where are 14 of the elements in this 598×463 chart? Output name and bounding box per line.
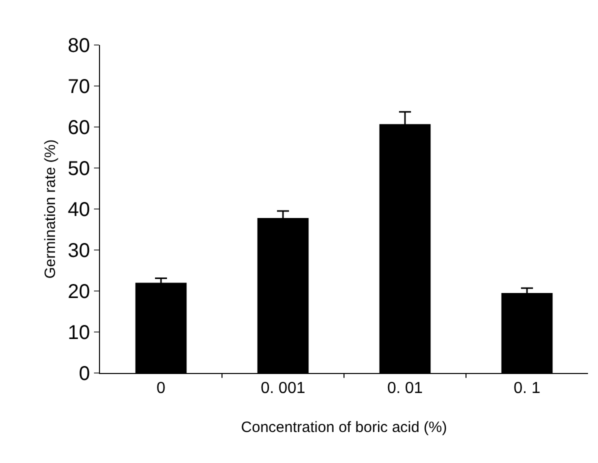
y-tick-label: 70 (68, 76, 90, 98)
y-tick-label: 10 (68, 322, 90, 344)
y-tick-label: 20 (68, 281, 90, 303)
y-tick-label: 60 (68, 117, 90, 139)
y-tick-label: 40 (68, 199, 90, 221)
x-tick-label: 0. 1 (514, 380, 540, 398)
y-axis-title: Germination rate (%) (42, 139, 59, 279)
x-tick-label: 0. 01 (387, 380, 423, 398)
y-tick-label: 80 (68, 35, 90, 57)
x-tick-label: 0. 001 (260, 380, 306, 398)
y-tick-label: 30 (68, 240, 90, 262)
x-tick-label: 0 (156, 380, 166, 398)
y-tick-label: 50 (68, 158, 90, 180)
x-axis-title: Concentration of boric acid (%) (241, 419, 447, 436)
